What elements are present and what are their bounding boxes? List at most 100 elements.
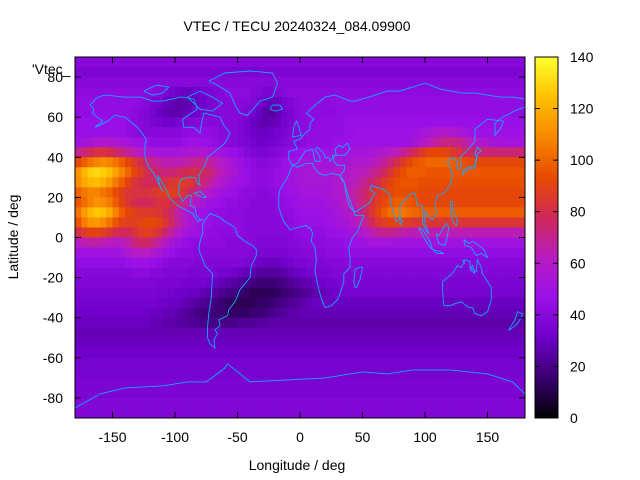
heatmap-cell bbox=[106, 167, 114, 178]
heatmap-cell bbox=[306, 57, 314, 68]
heatmap-cell bbox=[312, 397, 320, 409]
heatmap-cell bbox=[281, 307, 289, 319]
heatmap-cell bbox=[156, 187, 164, 198]
heatmap-cell bbox=[362, 327, 370, 339]
heatmap-cell bbox=[425, 187, 432, 198]
heatmap-cell bbox=[281, 287, 289, 299]
heatmap-cell bbox=[406, 87, 414, 98]
heatmap-cell bbox=[125, 387, 132, 399]
heatmap-cell bbox=[487, 297, 495, 309]
heatmap-cell bbox=[375, 257, 382, 269]
heatmap-cell bbox=[387, 237, 395, 249]
heatmap-cell bbox=[112, 297, 120, 309]
heatmap-cell bbox=[493, 297, 501, 309]
heatmap-cell bbox=[462, 347, 470, 359]
heatmap-cell bbox=[437, 377, 445, 389]
heatmap-cell bbox=[437, 237, 445, 249]
heatmap-cell bbox=[437, 277, 445, 289]
heatmap-cell bbox=[118, 87, 126, 98]
heatmap-cell bbox=[343, 267, 351, 279]
heatmap-cell bbox=[318, 377, 326, 389]
heatmap-cell bbox=[231, 167, 239, 178]
heatmap-cell bbox=[418, 147, 426, 158]
heatmap-cell bbox=[150, 407, 157, 418]
heatmap-cell bbox=[456, 297, 464, 309]
heatmap-cell bbox=[206, 97, 214, 108]
heatmap-cell bbox=[162, 117, 170, 128]
heatmap-cell bbox=[500, 257, 507, 269]
heatmap-cell bbox=[406, 197, 414, 209]
heatmap-cell bbox=[293, 307, 301, 319]
heatmap-cell bbox=[468, 137, 476, 148]
heatmap-cell bbox=[262, 137, 270, 148]
heatmap-cell bbox=[275, 337, 282, 349]
heatmap-cell bbox=[100, 117, 107, 128]
heatmap-cell bbox=[318, 267, 326, 279]
heatmap-cell bbox=[300, 187, 307, 198]
heatmap-cell bbox=[218, 57, 226, 68]
heatmap-cell bbox=[506, 347, 514, 359]
heatmap-cell bbox=[481, 177, 489, 188]
heatmap-cell bbox=[300, 127, 307, 138]
heatmap-cell bbox=[406, 407, 414, 418]
heatmap-cell bbox=[106, 127, 114, 138]
heatmap-cell bbox=[106, 137, 114, 148]
heatmap-cell bbox=[212, 237, 220, 249]
heatmap-cell bbox=[450, 197, 457, 209]
heatmap-cell bbox=[137, 367, 145, 379]
heatmap-cell bbox=[231, 187, 239, 198]
heatmap-cell bbox=[237, 77, 245, 88]
heatmap-cell bbox=[143, 357, 151, 369]
heatmap-cell bbox=[87, 337, 95, 349]
heatmap-cell bbox=[356, 327, 364, 339]
heatmap-cell bbox=[81, 377, 89, 389]
heatmap-cell bbox=[368, 247, 376, 259]
heatmap-cell bbox=[231, 257, 239, 269]
heatmap-cell bbox=[412, 117, 420, 128]
heatmap-cell bbox=[243, 267, 251, 279]
heatmap-cell bbox=[156, 277, 164, 289]
heatmap-cell bbox=[231, 407, 239, 418]
heatmap-cell bbox=[406, 297, 414, 309]
heatmap-cell bbox=[125, 307, 132, 319]
heatmap-cell bbox=[187, 57, 195, 68]
heatmap-cell bbox=[418, 407, 426, 418]
heatmap-cell bbox=[400, 207, 407, 219]
heatmap-cell bbox=[437, 247, 445, 259]
heatmap-cell bbox=[300, 227, 307, 239]
heatmap-cell bbox=[512, 247, 520, 259]
heatmap-cell bbox=[312, 297, 320, 309]
heatmap-cell bbox=[312, 307, 320, 319]
heatmap-cell bbox=[356, 407, 364, 418]
heatmap-cell bbox=[93, 107, 101, 118]
heatmap-cell bbox=[287, 397, 295, 409]
heatmap-cell bbox=[143, 327, 151, 339]
heatmap-cell bbox=[106, 157, 114, 168]
heatmap-cell bbox=[500, 327, 507, 339]
y-tick-label: 20 bbox=[47, 189, 63, 205]
heatmap-cell bbox=[93, 117, 101, 128]
heatmap-cell bbox=[231, 357, 239, 369]
heatmap-cell bbox=[443, 397, 451, 409]
heatmap-cell bbox=[106, 247, 114, 259]
heatmap-cell bbox=[475, 177, 482, 188]
heatmap-cell bbox=[106, 177, 114, 188]
heatmap-cell bbox=[231, 307, 239, 319]
heatmap-cell bbox=[112, 117, 120, 128]
heatmap-cell bbox=[131, 67, 139, 78]
heatmap-cell bbox=[237, 157, 245, 168]
heatmap-cell bbox=[356, 167, 364, 178]
heatmap-cell bbox=[387, 157, 395, 168]
heatmap-cell bbox=[193, 207, 201, 219]
heatmap-cell bbox=[400, 117, 407, 128]
heatmap-cell bbox=[406, 107, 414, 118]
heatmap-cell bbox=[268, 277, 276, 289]
heatmap-cell bbox=[200, 177, 207, 188]
heatmap-cell bbox=[450, 327, 457, 339]
heatmap-cell bbox=[493, 67, 501, 78]
heatmap-cell bbox=[262, 207, 270, 219]
heatmap-cell bbox=[456, 167, 464, 178]
coastline bbox=[469, 264, 476, 274]
heatmap-cell bbox=[87, 327, 95, 339]
heatmap-cell bbox=[162, 167, 170, 178]
